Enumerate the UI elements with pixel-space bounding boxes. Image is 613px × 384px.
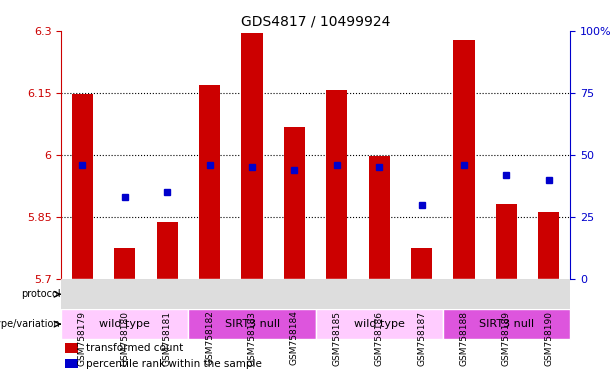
FancyBboxPatch shape xyxy=(316,309,443,339)
Text: wild type: wild type xyxy=(99,319,150,329)
FancyBboxPatch shape xyxy=(61,279,316,309)
Bar xyxy=(72,94,93,279)
Text: protocol: protocol xyxy=(21,289,61,299)
Title: GDS4817 / 10499924: GDS4817 / 10499924 xyxy=(241,14,390,28)
Bar xyxy=(411,248,432,279)
Bar xyxy=(496,204,517,279)
Bar xyxy=(284,127,305,279)
Text: high fat diet: high fat diet xyxy=(409,289,477,299)
Bar xyxy=(326,89,348,279)
Text: SIRT3 null: SIRT3 null xyxy=(224,319,280,329)
FancyBboxPatch shape xyxy=(443,309,570,339)
FancyBboxPatch shape xyxy=(189,309,316,339)
Bar xyxy=(242,33,263,279)
Text: control diet: control diet xyxy=(157,289,220,299)
Bar xyxy=(114,248,135,279)
FancyBboxPatch shape xyxy=(316,279,570,309)
Bar xyxy=(368,156,390,279)
Text: wild type: wild type xyxy=(354,319,405,329)
Bar xyxy=(157,222,178,279)
Text: SIRT3 null: SIRT3 null xyxy=(479,319,534,329)
Bar xyxy=(199,85,220,279)
Text: genotype/variation: genotype/variation xyxy=(0,319,61,329)
FancyBboxPatch shape xyxy=(61,309,189,339)
Bar xyxy=(454,40,474,279)
Bar xyxy=(538,212,560,279)
Legend: transformed count, percentile rank within the sample: transformed count, percentile rank withi… xyxy=(61,339,266,373)
